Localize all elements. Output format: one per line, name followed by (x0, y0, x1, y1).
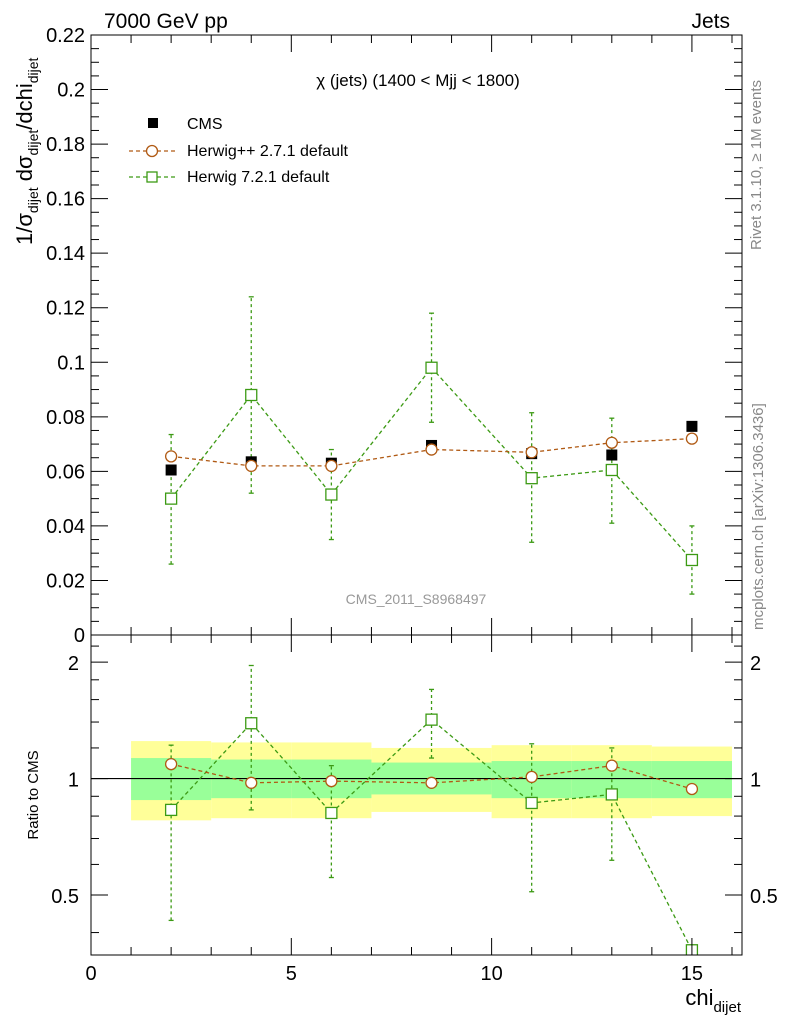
legend-herwigpp-marker (145, 144, 159, 158)
ratio-x-tick-label: 5 (286, 963, 297, 985)
ratio-y-tick-label: 2 (68, 653, 79, 675)
herwig7-point (525, 472, 538, 485)
main-x-ticks (90, 35, 733, 635)
ratio-series (164, 664, 699, 955)
ratio-x-tick-labels: 0 5 10 15 (85, 963, 703, 985)
ratio-herwig7-point (425, 713, 438, 726)
ratio-herwigpp-point (325, 774, 338, 788)
herwig7-point (685, 553, 699, 567)
ratio-panel: 0.5 0.5 1 1 2 2 0 5 10 15 Ratio to CMS chidijet (25, 634, 778, 1016)
ratio-x-ticks (90, 635, 733, 955)
herwig7-point (605, 463, 618, 477)
main-y-tick-label: 0.12 (46, 298, 85, 320)
ratio-herwig7-point (325, 806, 338, 820)
legend-cms-marker (148, 118, 158, 128)
ratio-herwigpp-point (605, 759, 618, 772)
ratio-y-axis-label: Ratio to CMS (25, 750, 42, 839)
mcplots-label: mcplots.cern.ch [arXiv:1306.3436] (750, 403, 767, 630)
herwigpp-point (325, 459, 338, 473)
main-y-tick-label: 0.18 (46, 134, 85, 156)
herwigpp-point (245, 459, 258, 473)
herwigpp-point (425, 443, 438, 456)
ratio-herwig7-point (525, 796, 538, 810)
rivet-label: Rivet 3.1.10, ≥ 1M events (748, 80, 765, 250)
main-y-tick-label: 0.2 (57, 80, 85, 102)
ratio-y-tick-labels: 0.5 0.5 1 1 2 2 (51, 653, 778, 908)
ratio-herwigpp-point (245, 776, 258, 789)
ratio-y-tick-label-right: 1 (750, 770, 761, 792)
legend-herwigpp-label: Herwig++ 2.7.1 default (187, 143, 349, 160)
main-y-axis-label: 1/σdijet dσdijet/dchidijet (12, 57, 41, 245)
herwig7-point (325, 488, 338, 501)
ratio-x-tick-label: 10 (480, 963, 502, 985)
main-y-tick-label: 0.04 (46, 516, 85, 538)
main-y-tick-label: 0 (74, 625, 85, 647)
ratio-herwig7-point (164, 803, 178, 817)
main-y-tick-label: 0.08 (46, 407, 85, 429)
ratio-x-tick-label: 15 (681, 963, 703, 985)
herwigpp-point (164, 450, 178, 463)
herwigpp-point (605, 436, 618, 449)
ratio-herwig7-point (245, 717, 258, 730)
legend-cms-label: CMS (187, 116, 223, 133)
main-title: χ (jets) (1400 < Mjj < 1800) (316, 71, 520, 90)
x-axis-label: chidijet (685, 985, 741, 1016)
legend: CMS Herwig++ 2.7.1 default Herwig 7.2.1 … (129, 116, 349, 186)
herwig7-point (425, 361, 438, 374)
legend-herwig7-marker (146, 171, 158, 183)
main-y-ticks (91, 34, 742, 636)
main-panel: 0 0.02 0.04 0.06 0.08 0.1 0.12 0.14 0.16 0.18 0.2 0… (12, 25, 743, 647)
header-left: 7000 GeV pp (104, 10, 228, 33)
cms-point (606, 449, 618, 461)
ratio-herwigpp-point (525, 770, 538, 784)
cms-point (165, 464, 177, 476)
watermark: CMS_2011_S8968497 (346, 591, 487, 607)
main-y-tick-labels: 0 0.02 0.04 0.06 0.08 0.1 0.12 0.14 0.16 0.18 0.2 0… (46, 25, 85, 647)
cms-point (686, 420, 698, 432)
main-y-tick-label: 0.16 (46, 189, 85, 211)
ratio-y-tick-label-right: 0.5 (750, 886, 778, 908)
ratio-herwigpp-point (685, 782, 699, 796)
ratio-clipped-group (164, 664, 699, 955)
legend-herwig7-label: Herwig 7.2.1 default (187, 169, 330, 186)
ratio-herwig7-point (605, 788, 618, 801)
main-y-tick-label: 0.06 (46, 461, 85, 483)
ratio-herwigpp-point (425, 776, 438, 789)
ratio-y-tick-label: 0.5 (51, 886, 79, 908)
ratio-frame (90, 634, 743, 956)
herwig7-point (164, 492, 178, 505)
herwig7-point (245, 388, 258, 402)
main-y-tick-label: 0.02 (46, 570, 85, 592)
main-y-tick-label: 0.14 (46, 243, 85, 265)
ratio-x-tick-label: 0 (85, 963, 96, 985)
ratio-y-tick-label-right: 2 (750, 653, 761, 675)
header-right: Jets (691, 10, 730, 33)
herwigpp-point (525, 446, 538, 459)
ratio-y-ticks (91, 645, 742, 934)
main-series (164, 296, 699, 595)
ratio-y-tick-label: 1 (68, 770, 79, 792)
main-y-tick-label: 0.22 (46, 25, 85, 47)
ratio-herwigpp-point (164, 757, 178, 771)
herwigpp-point (685, 432, 699, 445)
main-y-tick-label: 0.1 (57, 352, 85, 374)
